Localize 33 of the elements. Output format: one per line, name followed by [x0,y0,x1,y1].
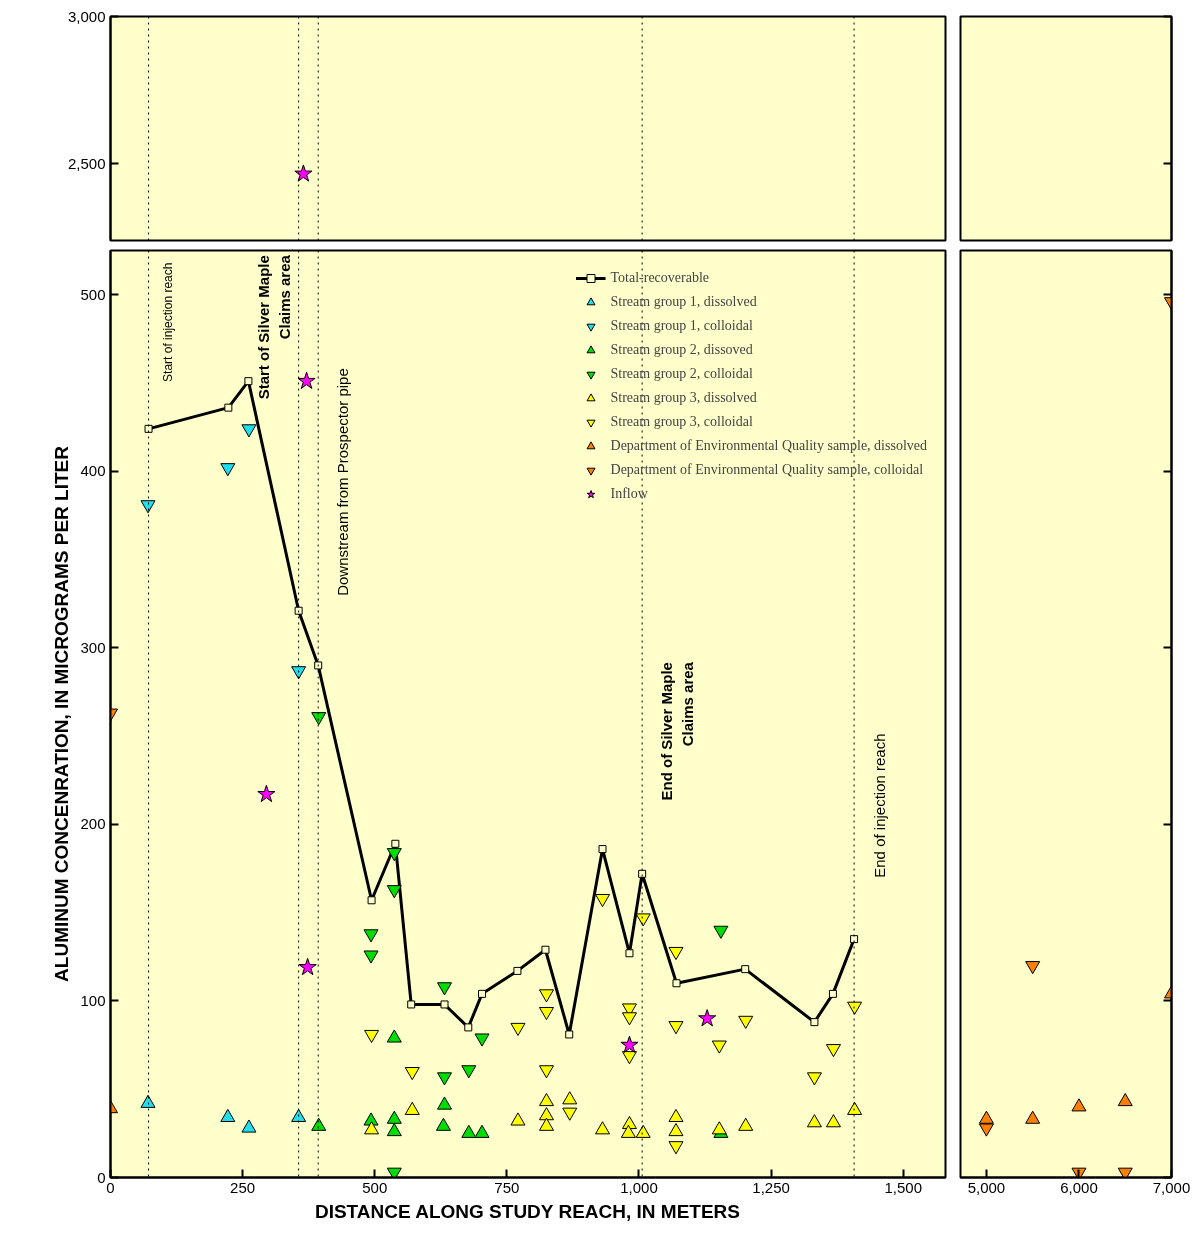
y-tick-label: 200 [80,815,106,833]
x-tick-label: 1,500 [884,1178,922,1196]
x-tick-label: 750 [494,1178,520,1196]
ref-line-label: Start of injection reach [160,262,175,382]
y-tick-label: 300 [80,638,106,656]
x-tick-label: 7,000 [1152,1178,1191,1196]
x-tick-label: 6,000 [1060,1178,1098,1196]
y-tick-label: 500 [80,285,106,303]
y-tick-label: 100 [80,991,106,1009]
x-axis-title: DISTANCE ALONG STUDY REACH, IN METERS [314,1200,741,1222]
x-tick-label: 500 [362,1178,388,1196]
y-tick-label: 3,000 [67,7,106,25]
legend-label: Stream group 2, dissoved [610,342,753,358]
x-tick-label: 5,000 [967,1178,1006,1196]
legend-label: Stream group 3, colloidal [610,414,753,430]
legend-label: Department of Environmental Quality sample, dissolved [610,438,927,454]
y-tick-label: 400 [80,462,106,480]
y-axis-title: ALUMINUM CONCENRATION, IN MICROGRAMS PER LITER [51,445,73,982]
x-tick-label: 1,250 [752,1178,790,1196]
y-tick-label: 2,500 [67,154,106,172]
legend-label: Stream group 1, dissolved [610,294,757,310]
legend-label: Total-recoverable [610,270,710,286]
legend-label: Stream group 1, colloidal [610,318,753,334]
x-tick-label: 250 [230,1178,256,1196]
legend-label: Inflow [610,486,648,502]
ref-line-label: Downstream from Prospector pipe [334,368,352,596]
legend-label: Stream group 3, dissolved [610,390,757,406]
legend-label: Department of Environmental Quality sample, colloidal [610,462,924,478]
ref-line-label: End of injection reach [871,733,889,878]
legend-label: Stream group 2, colloidal [610,366,753,382]
ref-line-label: Start of Silver Maple Claims area [255,254,293,400]
x-tick-label: 1,000 [620,1178,658,1196]
ref-line-label: End of Silver Maple Claims area [658,661,696,801]
